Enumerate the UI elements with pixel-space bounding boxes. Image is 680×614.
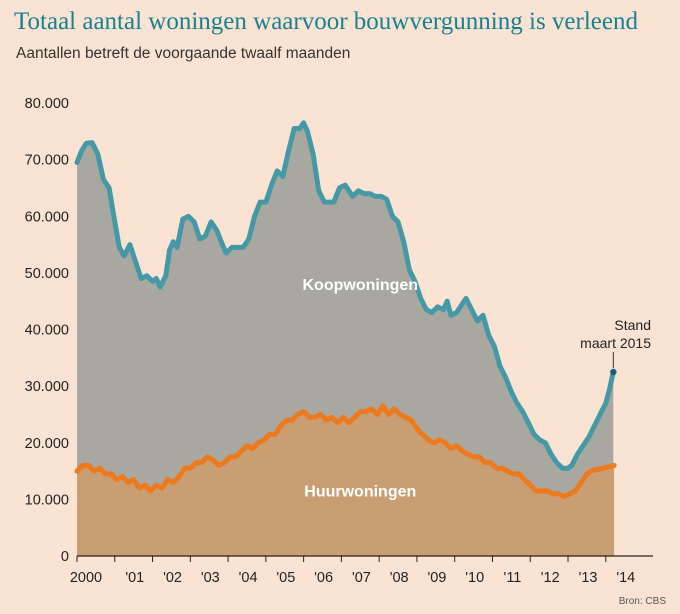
- series-label-huur: Huurwoningen: [304, 484, 416, 501]
- y-tick-label: 50.000: [25, 266, 69, 282]
- annotation-text: maart 2015: [580, 335, 651, 351]
- annotation-dot: [610, 368, 617, 376]
- x-tick-label: '01: [125, 570, 144, 586]
- line-layer: [74, 120, 617, 499]
- x-tick-label: '10: [465, 570, 484, 586]
- x-tick-label: 2000: [70, 570, 102, 586]
- chart-title: Totaal aantal woningen waarvoor bouwverg…: [14, 8, 638, 35]
- x-tick-label: '09: [427, 570, 446, 586]
- huur-line: [74, 403, 617, 499]
- x-tick-label: '04: [239, 570, 258, 586]
- series-labels: Koopwoningen Huurwoningen: [303, 277, 419, 501]
- y-tick-label: 10.000: [25, 492, 69, 508]
- end-annotation: Stand maart 2015: [580, 317, 651, 376]
- annotation-text: Stand: [614, 317, 651, 333]
- chart-subtitle: Aantallen betreft de voorgaande twaalf m…: [16, 45, 351, 62]
- x-tick-label: '07: [352, 570, 371, 586]
- y-tick-label: 0: [61, 549, 69, 565]
- x-tick-label: '06: [314, 570, 333, 586]
- source-note: Bron: CBS: [619, 596, 667, 607]
- x-tick-label: '12: [541, 570, 560, 586]
- series-label-koop: Koopwoningen: [303, 277, 419, 294]
- x-tick-label: '11: [504, 570, 522, 586]
- y-tick-label: 20.000: [25, 436, 69, 452]
- y-tick-label: 60.000: [25, 209, 69, 225]
- y-axis-ticks: 0 10.000 20.000 30.000 40.000 50.000 60.000 70.…: [25, 96, 69, 565]
- x-tick-label: '08: [390, 570, 409, 586]
- x-axis-ticks: 2000 '01 '02 '03 '04 '05 '06 '07 '08 '09 '10 '11 '12…: [70, 556, 635, 586]
- huur-area: [77, 405, 615, 556]
- x-tick-label: '05: [276, 570, 295, 586]
- x-tick-label: '14: [616, 570, 635, 586]
- area-layer: [77, 122, 615, 557]
- y-tick-label: 70.000: [25, 153, 69, 169]
- x-tick-label: '13: [579, 570, 598, 586]
- y-tick-label: 80.000: [25, 96, 69, 112]
- y-tick-label: 40.000: [25, 323, 69, 339]
- koop-line: [74, 120, 616, 471]
- koop-area: [77, 122, 614, 557]
- x-tick-label: '02: [163, 570, 182, 586]
- x-tick-label: '03: [201, 570, 220, 586]
- y-tick-label: 30.000: [25, 379, 69, 395]
